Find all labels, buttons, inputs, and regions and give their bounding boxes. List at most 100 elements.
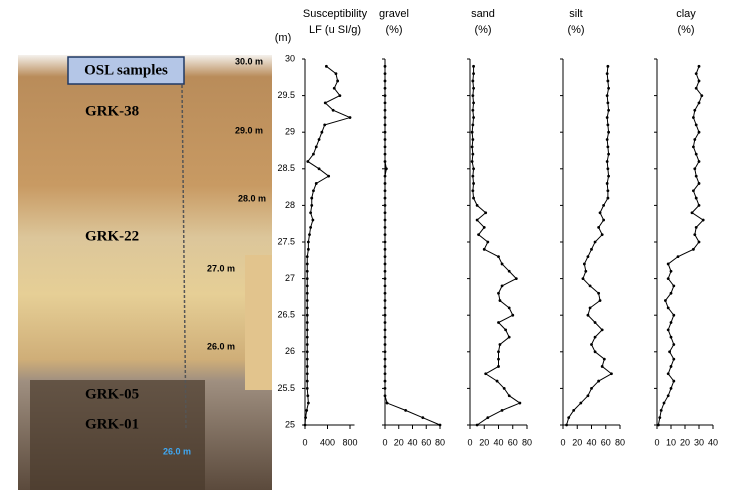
data-point — [495, 379, 499, 383]
data-point — [305, 299, 309, 302]
data-point — [605, 116, 609, 119]
data-point — [690, 211, 694, 215]
data-point — [672, 313, 676, 317]
profile-line — [471, 66, 521, 426]
x-tick-label: 60 — [508, 437, 518, 447]
data-point — [309, 211, 313, 215]
data-point — [668, 350, 671, 354]
data-point — [486, 416, 490, 420]
data-point — [484, 372, 488, 376]
data-point — [471, 108, 475, 112]
x-tick-label: 20 — [479, 437, 489, 447]
data-point — [697, 79, 701, 83]
data-point — [694, 123, 698, 127]
data-point — [606, 79, 610, 83]
data-point — [471, 94, 475, 97]
data-point — [472, 167, 475, 171]
data-point — [383, 335, 387, 339]
y-tick-label: 26.5 — [277, 310, 295, 320]
data-point — [498, 343, 502, 346]
chart-unit: LF (u SI/g) — [309, 24, 361, 36]
data-point — [588, 306, 592, 310]
data-point — [383, 343, 387, 346]
data-point — [383, 306, 387, 310]
data-point — [384, 167, 388, 171]
data-point — [669, 335, 673, 339]
data-point — [497, 291, 500, 295]
data-point — [421, 416, 425, 420]
data-point — [383, 277, 387, 280]
data-point — [597, 379, 601, 383]
data-point — [383, 284, 387, 288]
data-point — [504, 328, 508, 332]
data-point — [697, 240, 701, 244]
x-tick-label: 0 — [302, 437, 307, 447]
data-point — [383, 365, 387, 368]
data-point — [320, 130, 324, 134]
data-point — [518, 401, 522, 405]
data-point — [700, 94, 704, 97]
data-point — [383, 350, 387, 354]
data-point — [472, 182, 475, 185]
chart-title: sand — [471, 8, 495, 20]
data-point — [600, 365, 604, 368]
chart-title: gravel — [379, 8, 409, 20]
data-point — [497, 255, 500, 259]
data-point — [470, 130, 474, 134]
data-point — [605, 94, 609, 97]
data-point — [305, 321, 309, 324]
sample-label: GRK-22 — [85, 228, 139, 244]
data-point — [498, 299, 502, 302]
x-tick-label: 80 — [615, 437, 625, 447]
data-point — [606, 101, 610, 105]
data-point — [697, 204, 701, 207]
data-point — [607, 152, 610, 156]
depth-mark: 27.0 m — [207, 263, 235, 273]
data-point — [676, 255, 680, 259]
depth-mark: 26.0 m — [207, 341, 235, 351]
data-point — [305, 350, 309, 354]
data-point — [693, 233, 697, 237]
data-point — [310, 204, 314, 207]
data-point — [317, 138, 321, 141]
sample-label: GRK-01 — [85, 416, 139, 432]
data-point — [582, 262, 586, 266]
data-point — [305, 306, 309, 310]
data-point — [482, 247, 486, 251]
data-point — [694, 86, 698, 90]
data-point — [484, 211, 488, 215]
data-point — [497, 321, 500, 324]
data-point — [606, 196, 610, 200]
data-point — [385, 401, 389, 405]
data-point — [308, 233, 311, 237]
data-point — [593, 350, 597, 354]
data-point — [309, 225, 313, 229]
data-point — [383, 101, 387, 105]
data-point — [507, 394, 511, 398]
data-point — [597, 225, 601, 229]
data-point — [606, 64, 610, 68]
y-tick-label: 28 — [285, 200, 295, 210]
x-tick-label: 40 — [407, 437, 417, 447]
data-point — [586, 313, 590, 317]
data-point — [590, 343, 593, 346]
data-point — [327, 174, 331, 178]
data-point — [348, 116, 352, 119]
data-point — [486, 240, 490, 244]
data-point — [305, 328, 309, 332]
osl-label: OSL samples — [84, 62, 168, 78]
data-point — [500, 408, 504, 412]
data-point — [672, 379, 676, 383]
data-point — [383, 269, 387, 273]
data-point — [338, 94, 342, 97]
data-point — [383, 108, 387, 112]
y-tick-label: 25 — [285, 419, 295, 429]
y-tick-label: 25.5 — [277, 383, 295, 393]
data-point — [669, 269, 673, 273]
chart-unit: (%) — [677, 24, 694, 36]
data-point — [605, 182, 609, 185]
data-point — [303, 423, 307, 427]
profile-line — [566, 66, 613, 426]
data-point — [305, 408, 309, 412]
data-point — [602, 218, 606, 222]
